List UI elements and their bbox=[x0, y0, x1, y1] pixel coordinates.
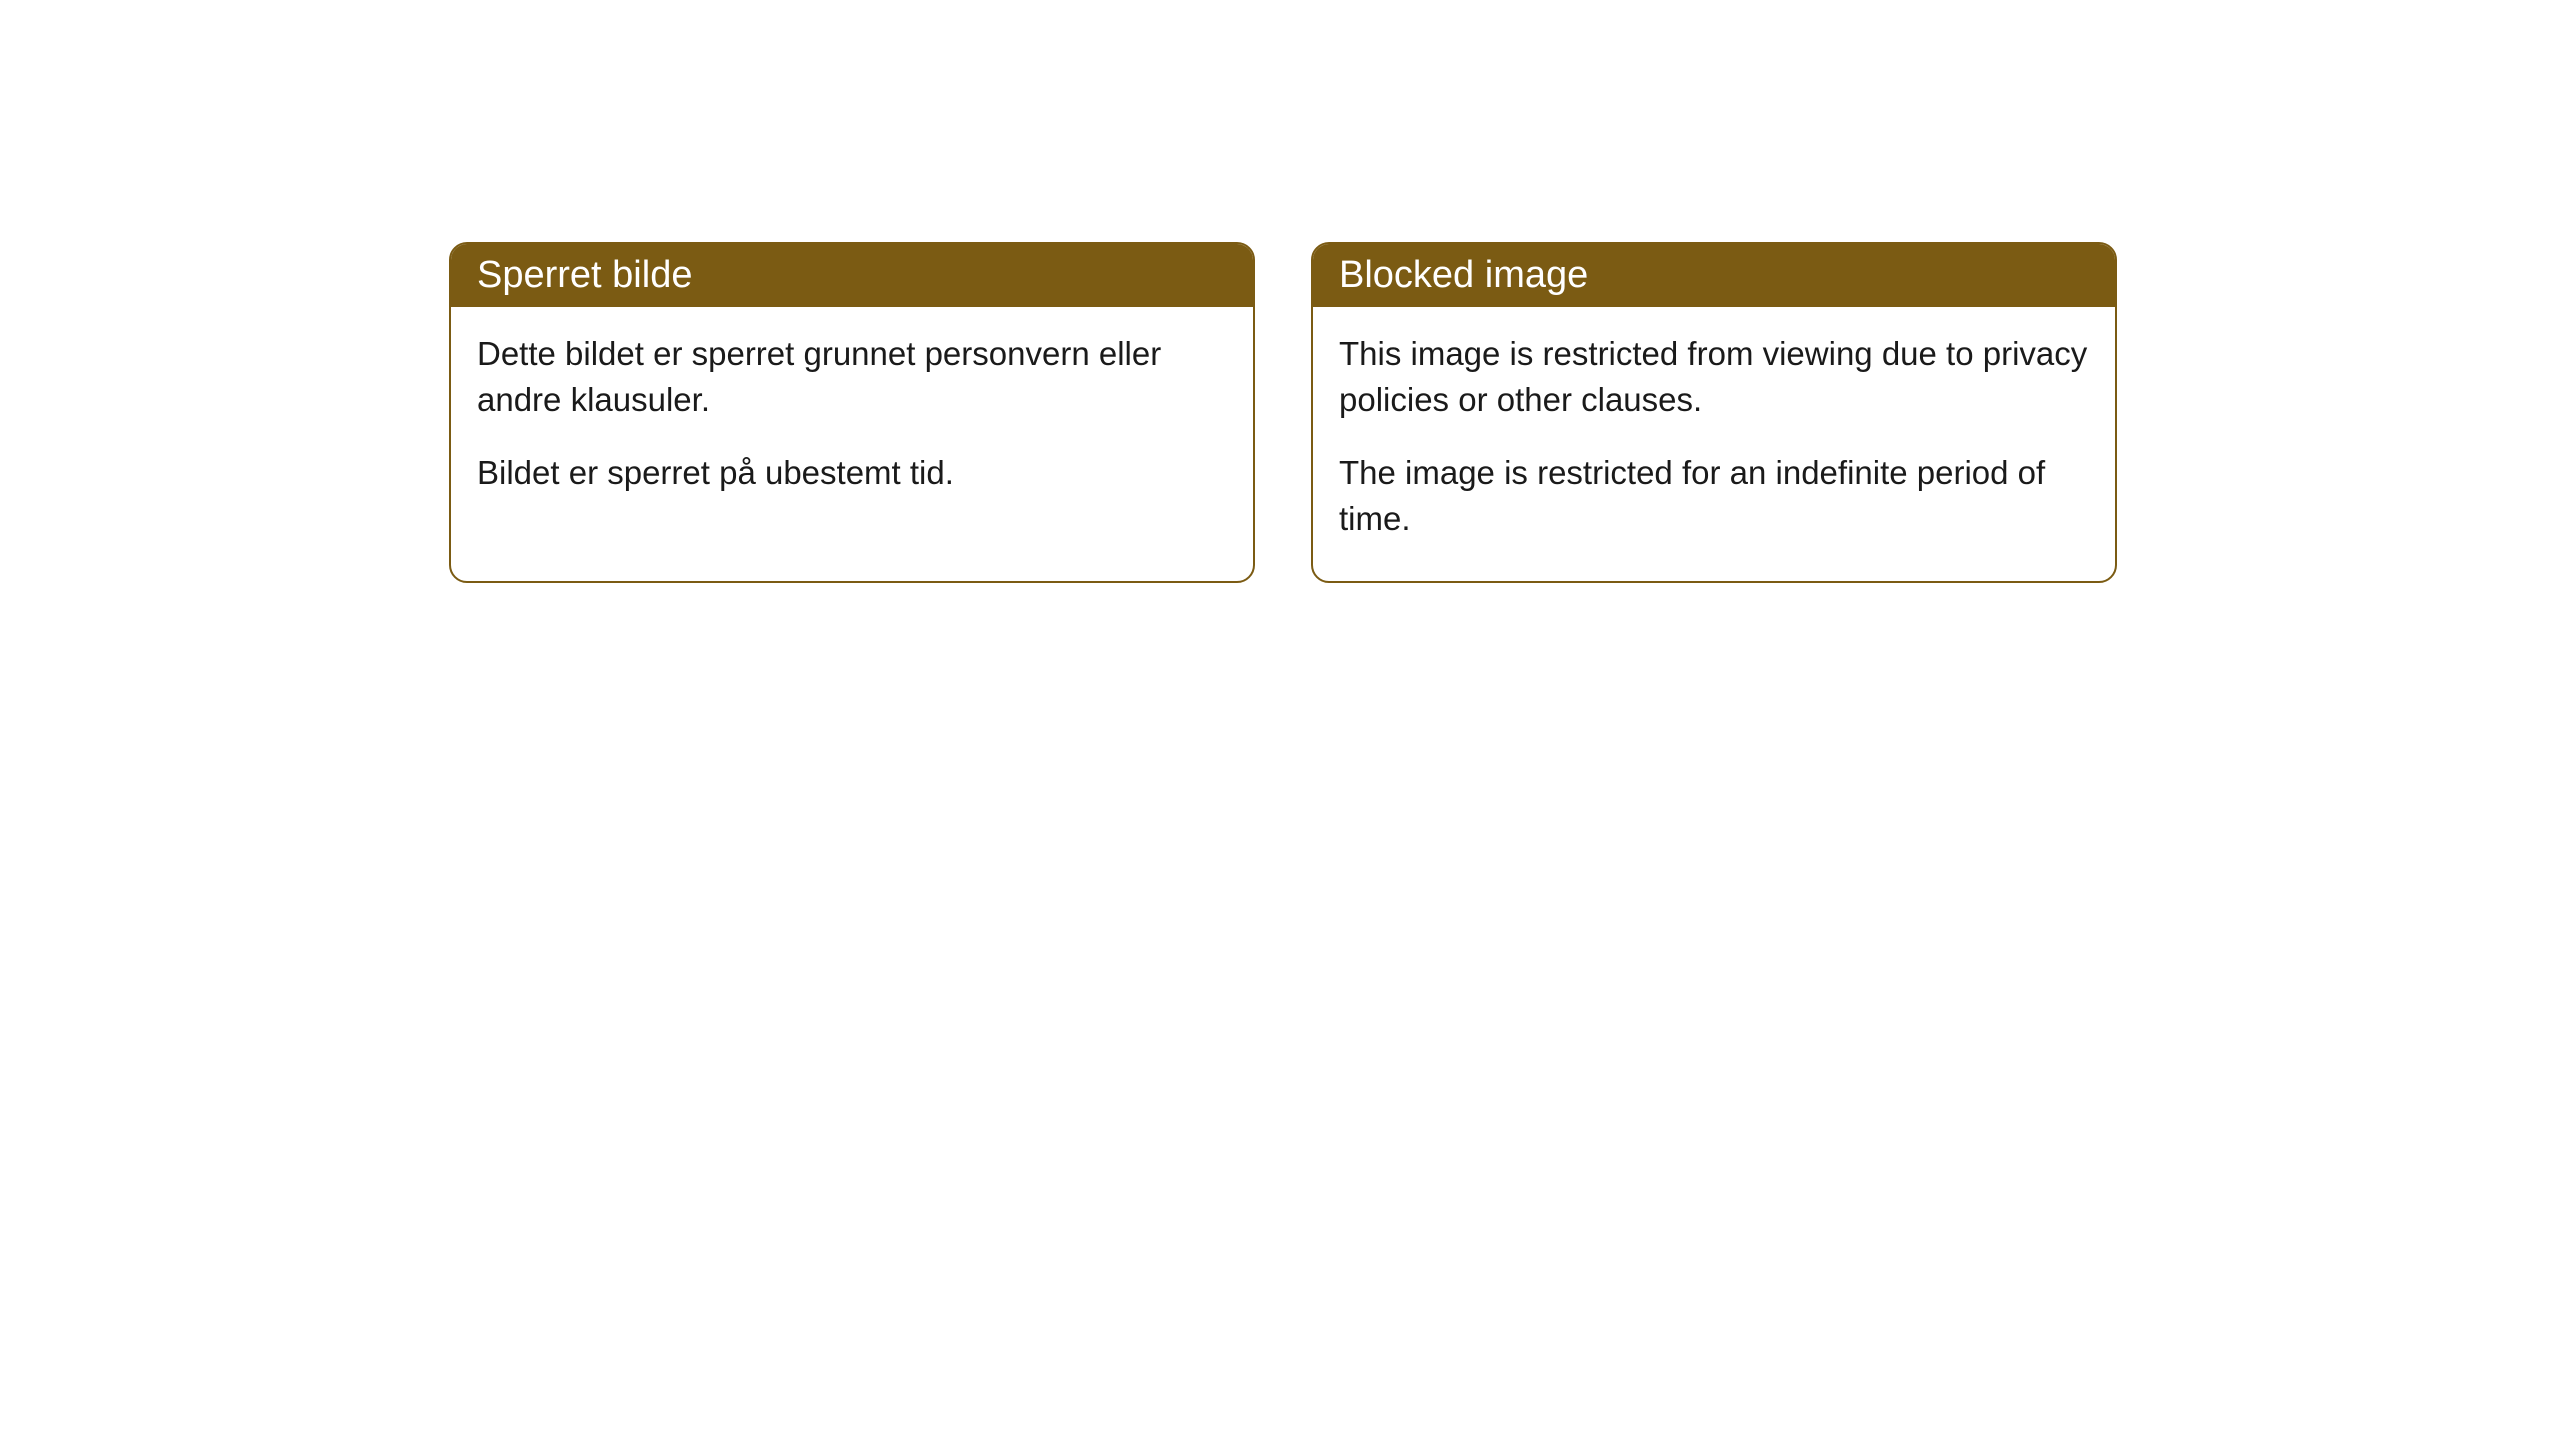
card-header: Blocked image bbox=[1313, 244, 2115, 307]
card-paragraph: The image is restricted for an indefinit… bbox=[1339, 450, 2089, 541]
blocked-image-card-norwegian: Sperret bilde Dette bildet er sperret gr… bbox=[449, 242, 1255, 583]
notice-cards-container: Sperret bilde Dette bildet er sperret gr… bbox=[449, 242, 2117, 583]
card-body: Dette bildet er sperret grunnet personve… bbox=[451, 307, 1253, 536]
card-paragraph: Bildet er sperret på ubestemt tid. bbox=[477, 450, 1227, 496]
card-body: This image is restricted from viewing du… bbox=[1313, 307, 2115, 581]
card-title: Blocked image bbox=[1339, 254, 1588, 296]
card-header: Sperret bilde bbox=[451, 244, 1253, 307]
card-paragraph: This image is restricted from viewing du… bbox=[1339, 331, 2089, 422]
card-title: Sperret bilde bbox=[477, 254, 692, 296]
card-paragraph: Dette bildet er sperret grunnet personve… bbox=[477, 331, 1227, 422]
blocked-image-card-english: Blocked image This image is restricted f… bbox=[1311, 242, 2117, 583]
